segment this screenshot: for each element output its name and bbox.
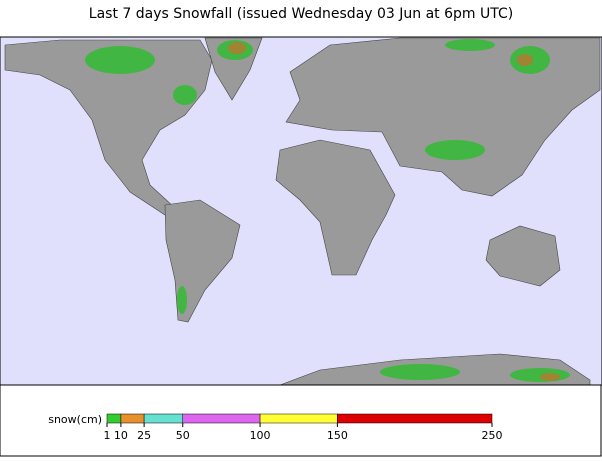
north-america <box>4 39 213 216</box>
snow-patch <box>445 39 495 51</box>
snow-patch <box>540 373 560 381</box>
tick-label: 10 <box>114 429 128 442</box>
snow-patch <box>517 54 533 66</box>
snow-patch <box>228 42 246 54</box>
tick-label: 50 <box>176 429 190 442</box>
colorbar-segment <box>143 413 184 424</box>
australia <box>485 225 561 287</box>
colorbar-segment <box>120 413 145 424</box>
colorbar-segment <box>182 413 261 424</box>
snow-patch <box>177 286 187 314</box>
snow-patch <box>173 85 197 105</box>
legend-label: snow(cm) <box>48 413 102 426</box>
tick-label: 150 <box>327 429 348 442</box>
snow-patch <box>510 368 570 382</box>
map-title: Last 7 days Snowfall (issued Wednesday 0… <box>89 6 513 22</box>
tick-label: 25 <box>137 429 151 442</box>
snow-patch <box>425 140 485 160</box>
tick-label: 250 <box>482 429 503 442</box>
colorbar-segment <box>337 413 493 424</box>
legend-frame <box>0 384 602 457</box>
map <box>0 36 602 386</box>
tick-label: 100 <box>250 429 271 442</box>
africa <box>275 139 396 276</box>
eurasia <box>285 37 601 197</box>
colorbar-segment <box>259 413 338 424</box>
tick-label: 1 <box>104 429 111 442</box>
colorbar: 1 10 25 50 100 150 250 <box>104 413 503 442</box>
snow-patch <box>85 46 155 74</box>
snow-patch <box>380 364 460 380</box>
colorbar-segment <box>106 413 122 424</box>
